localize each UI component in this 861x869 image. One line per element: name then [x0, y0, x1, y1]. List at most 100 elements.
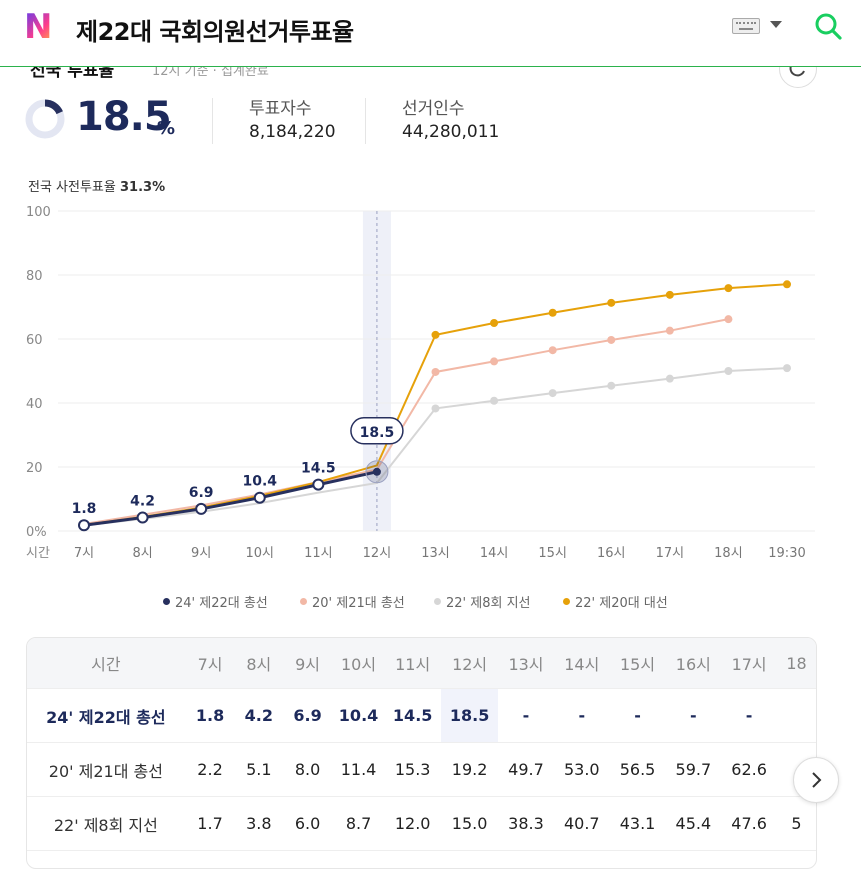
turnout-unit: %	[157, 118, 176, 139]
early-vote-rate: 전국 사전투표율 31.3%	[28, 176, 165, 195]
table-cell: 6.9	[293, 706, 322, 725]
legend-marker	[300, 598, 307, 605]
table-cell: 38.3	[508, 814, 544, 833]
divider	[365, 98, 366, 144]
table-cell: 62.6	[731, 760, 767, 779]
early-vote-label: 전국 사전투표율	[28, 180, 116, 195]
table-row-name: 20' 제21대 총선	[48, 761, 163, 781]
x-tick-label: 10시	[245, 546, 274, 561]
table-cell: 1.8	[195, 706, 225, 725]
table-header-cell: 9시	[282, 638, 333, 689]
data-point	[783, 280, 791, 289]
search-header: N 제22대 국회의원선거투표율	[0, 0, 861, 67]
x-tick-label: 19:30	[768, 546, 805, 561]
data-point	[783, 364, 791, 373]
data-point	[78, 519, 90, 532]
legend-item[interactable]: 24' 제22대 총선	[163, 592, 268, 611]
data-label: 10.4	[242, 474, 277, 490]
table-cell: 15.0	[451, 814, 488, 833]
data-point	[490, 396, 499, 405]
chevron-right-icon	[812, 772, 822, 788]
y-tick-label: 0%	[26, 525, 47, 540]
data-label: 14.5	[301, 461, 336, 477]
legend-item[interactable]: 22' 제8회 지선	[434, 592, 531, 611]
x-tick-label: 9시	[191, 546, 211, 561]
table-cell: 8.0	[294, 760, 321, 779]
x-tick-label: 15시	[538, 546, 567, 561]
table-cell: 53.0	[563, 760, 600, 779]
table-header-cell: 12시	[441, 638, 499, 689]
table-row: 22' 제8회 지선 1.7 3.8 6.0 8.7 12.0 15.0 38.3 40.7 43…	[27, 797, 816, 851]
table-header-cell: 16시	[665, 638, 722, 689]
table-header-cell: 8시	[235, 638, 283, 689]
chevron-down-icon[interactable]	[770, 21, 782, 28]
table-cell: 5	[791, 814, 802, 833]
data-point	[607, 335, 616, 344]
table-cell: 3.8	[246, 814, 272, 833]
y-tick-label: 80	[26, 269, 43, 284]
table-cell: -	[522, 706, 530, 725]
turnout-value: 18.5	[76, 94, 172, 140]
legend-item[interactable]: 22' 제20대 대선	[563, 592, 668, 611]
table-cell: 12.0	[394, 814, 431, 833]
turnout-donut	[25, 99, 65, 139]
table-header-cell: 13시	[498, 638, 554, 689]
legend-item[interactable]: 20' 제21대 총선	[300, 592, 405, 611]
data-point	[724, 367, 733, 375]
data-point	[665, 290, 674, 299]
data-point	[665, 374, 674, 383]
data-point	[548, 308, 557, 317]
table-header-cell: 18	[777, 638, 816, 689]
table-cell: 11.4	[340, 760, 377, 779]
callout-box	[350, 417, 404, 445]
table-row: 20' 제21대 총선 2.2 5.1 8.0 11.4 15.3 19.2 49.7 53.0…	[27, 743, 816, 797]
x-tick-label: 8시	[132, 546, 152, 561]
data-point	[136, 511, 149, 524]
search-icon[interactable]	[812, 10, 844, 42]
data-point	[431, 404, 440, 413]
table-cell: 1.7	[197, 814, 223, 833]
legend-marker	[163, 598, 170, 605]
table-cell	[777, 689, 816, 743]
table-cell: 40.7	[563, 814, 600, 833]
table-cell: 6.0	[294, 814, 321, 833]
naver-logo[interactable]: N	[24, 7, 53, 47]
table-cell: 49.7	[508, 760, 544, 779]
table-cell: 5.1	[246, 760, 272, 779]
data-point	[253, 491, 266, 504]
data-point	[724, 315, 733, 324]
table-cell: 56.5	[619, 760, 656, 779]
series-line	[83, 318, 729, 525]
x-tick-label: 16시	[597, 546, 626, 561]
x-tick-label: 12시	[363, 546, 392, 561]
x-tick-label: 17시	[656, 546, 685, 561]
data-point	[431, 330, 440, 339]
table-header-time: 시간	[27, 638, 185, 689]
x-tick-label: 11시	[304, 546, 333, 561]
table-cell: -	[578, 706, 586, 725]
table-cell: 10.4	[338, 706, 379, 725]
table-cell: 8.7	[345, 814, 372, 833]
table-next-button[interactable]	[793, 757, 839, 803]
table-cell: 18.5	[441, 688, 499, 743]
data-point	[490, 357, 499, 366]
table-row-name: 22' 제8회 지선	[53, 815, 158, 835]
table-cell: 2.2	[197, 760, 223, 779]
data-point	[312, 478, 325, 491]
search-query[interactable]: 제22대 국회의원선거투표율	[76, 18, 354, 46]
data-point	[724, 284, 733, 293]
data-point	[195, 502, 208, 515]
keyboard-icon[interactable]	[732, 18, 760, 34]
table-cell: 14.5	[392, 706, 433, 725]
table-cell: 59.7	[675, 760, 712, 779]
y-tick-label: 20	[26, 461, 43, 476]
table-header-cell: 11시	[384, 638, 442, 689]
data-label: 6.9	[189, 485, 214, 501]
legend-label: 20' 제21대 총선	[312, 596, 405, 611]
table-cell: 45.4	[675, 814, 712, 833]
electorate-label: 선거인수	[402, 99, 465, 119]
table-header-cell: 10시	[332, 638, 385, 689]
voters-value: 8,184,220	[249, 122, 336, 142]
table-cell: -	[634, 706, 641, 725]
section-subtitle: 12시 기준 · 집계완료	[152, 64, 269, 79]
